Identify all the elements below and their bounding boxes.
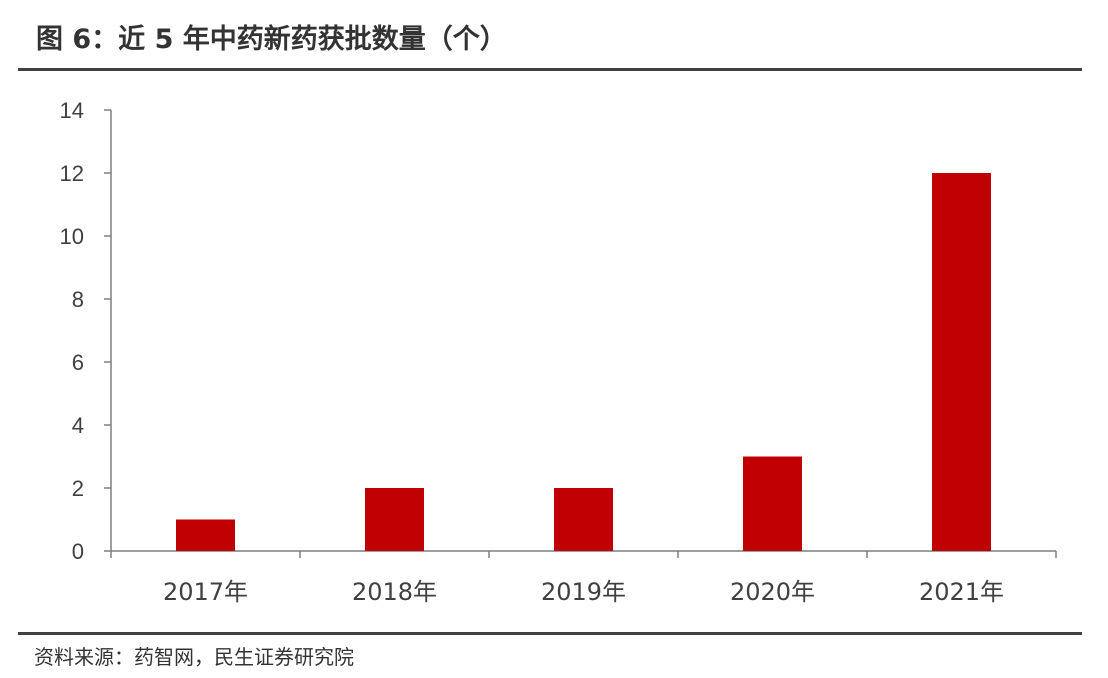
bar-2021年 bbox=[932, 173, 991, 551]
x-tick-label: 2020年 bbox=[730, 578, 815, 606]
x-tick-label: 2018年 bbox=[352, 578, 437, 606]
footer-divider bbox=[18, 632, 1082, 635]
x-axis: 2017年 2018年 2019年 2020年 2021年 bbox=[110, 550, 1057, 606]
bar-2019年 bbox=[554, 488, 613, 551]
y-tick-label: 14 bbox=[60, 98, 84, 123]
source-note: 资料来源：药智网，民生证券研究院 bbox=[34, 645, 354, 669]
y-tick-label: 10 bbox=[60, 224, 84, 249]
bars bbox=[176, 173, 991, 551]
y-tick-label: 2 bbox=[72, 476, 84, 501]
x-tick-label: 2019年 bbox=[541, 578, 626, 606]
x-tick-label: 2021年 bbox=[919, 578, 1004, 606]
bar-2017年 bbox=[176, 519, 235, 551]
y-tick-label: 8 bbox=[72, 287, 84, 312]
x-tick-label: 2017年 bbox=[163, 578, 248, 606]
y-tick-label: 6 bbox=[72, 350, 84, 375]
figure-title: 图 6：近 5 年中药新药获批数量（个） bbox=[36, 24, 507, 55]
bar-chart: 0 2 4 6 8 10 12 14 2017年 2018年 2019年 2020年 2021年 bbox=[60, 98, 1057, 606]
y-tick-label: 0 bbox=[72, 539, 84, 564]
bar-2018年 bbox=[365, 488, 424, 551]
bar-2020年 bbox=[743, 456, 802, 551]
title-divider bbox=[18, 68, 1082, 71]
y-tick-label: 4 bbox=[72, 413, 84, 438]
y-axis: 0 2 4 6 8 10 12 14 bbox=[60, 98, 112, 564]
y-tick-label: 12 bbox=[60, 161, 84, 186]
